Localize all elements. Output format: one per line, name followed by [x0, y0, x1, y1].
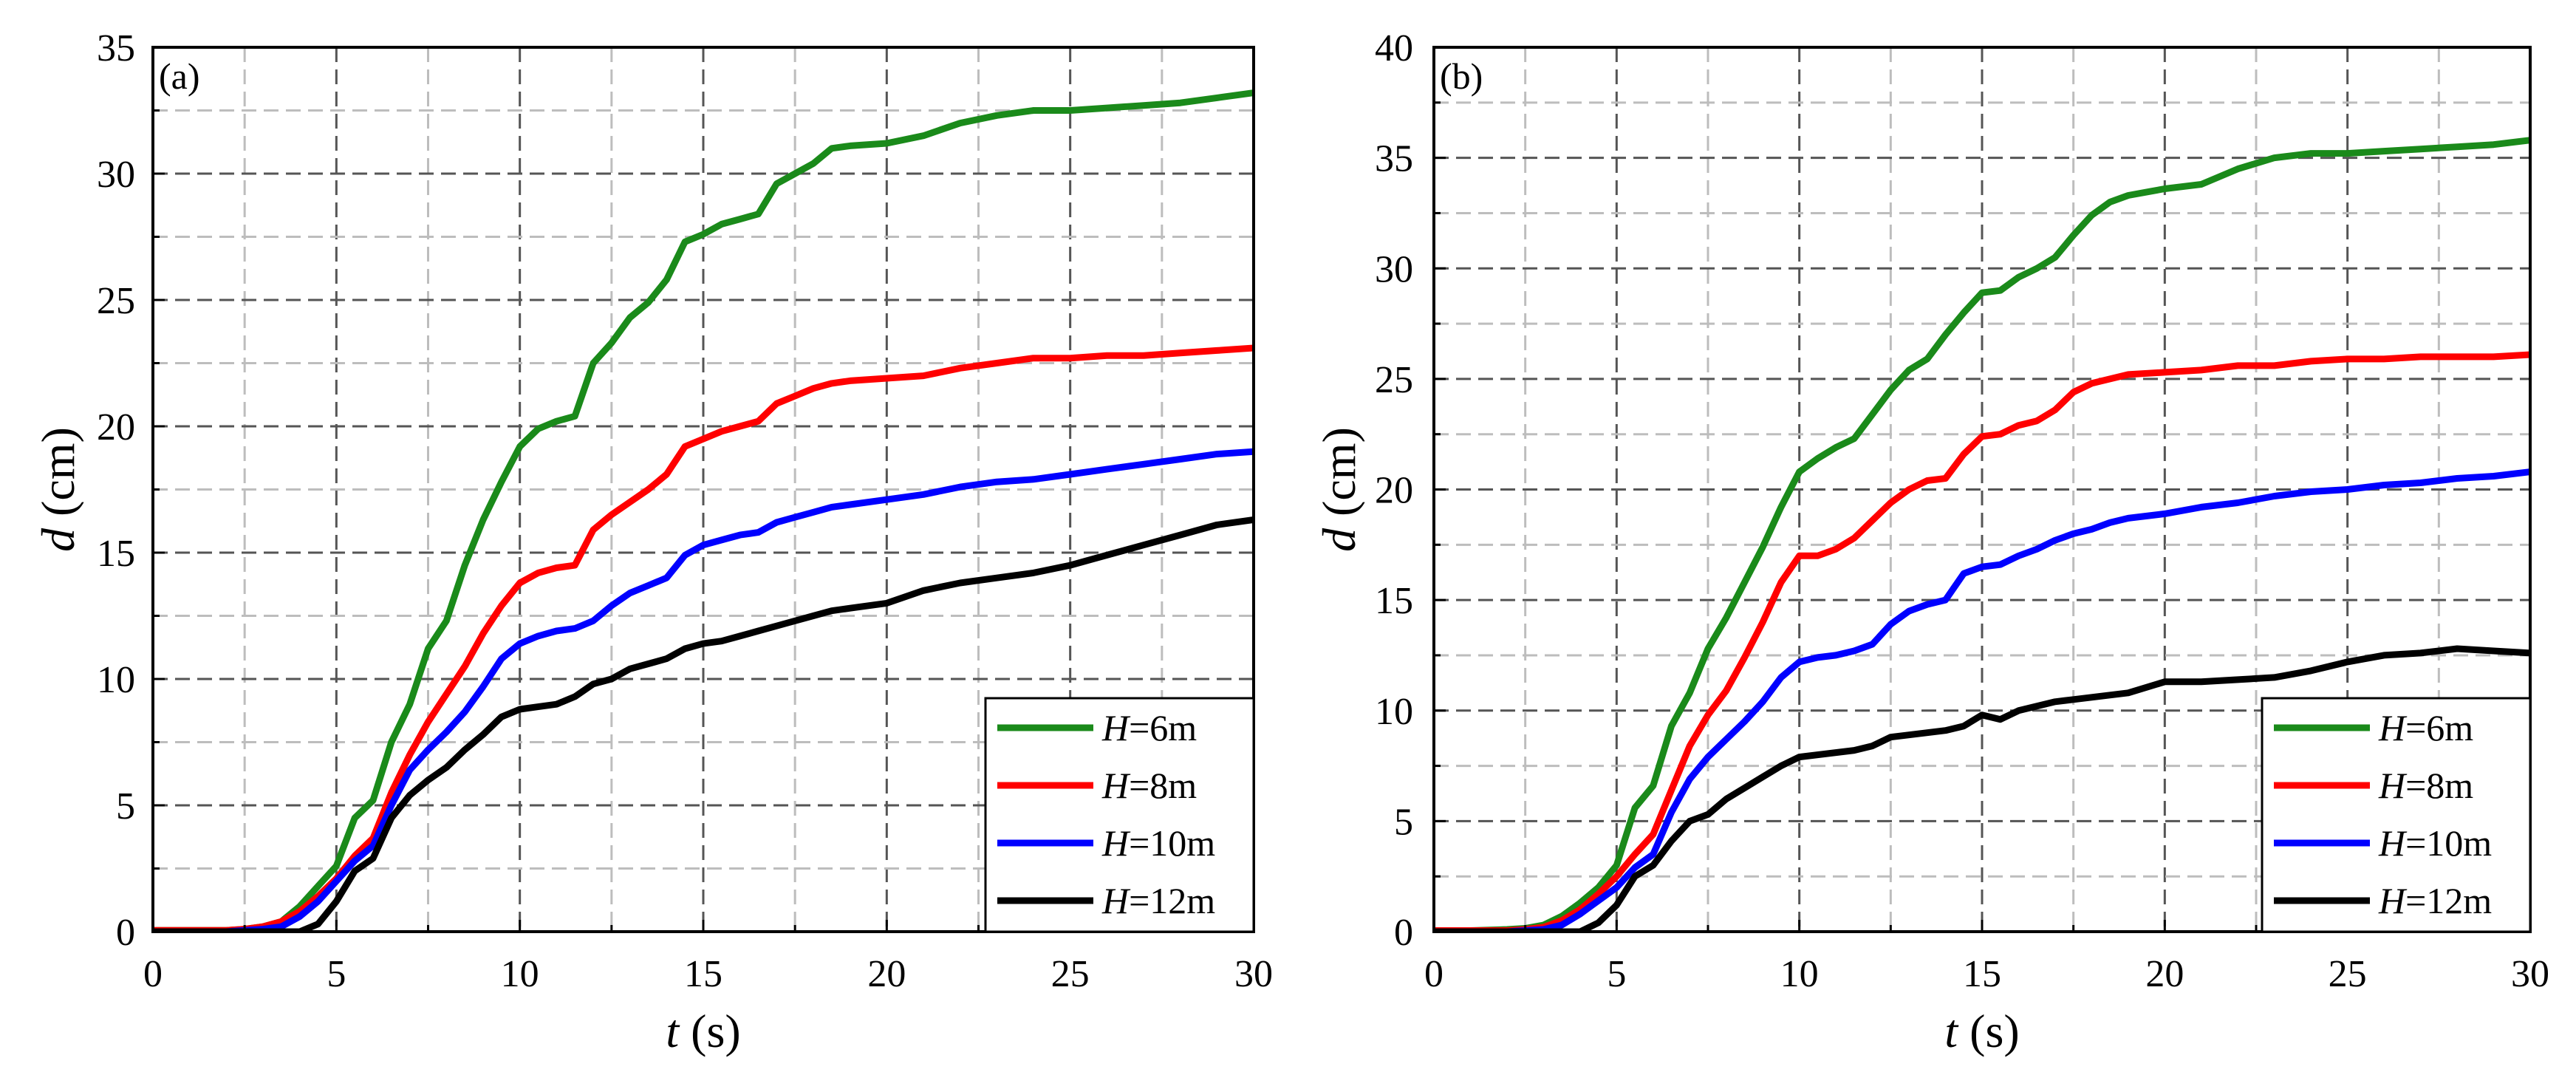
x-tick-label: 5: [1607, 953, 1626, 995]
y-tick-label: 20: [97, 406, 135, 448]
y-tick-label: 10: [1375, 691, 1413, 733]
legend-label: H=8m: [1101, 765, 1197, 806]
legend-label: H=10m: [2378, 822, 2492, 864]
series-line-h10m: [153, 448, 1254, 932]
legend-label: H=10m: [1101, 822, 1215, 864]
y-tick-label: 15: [1375, 580, 1413, 622]
italic-symbol: H: [2378, 765, 2408, 806]
y-tick-label: 35: [1375, 138, 1413, 180]
italic-symbol: d: [32, 528, 84, 552]
italic-symbol: t: [1944, 1005, 1959, 1057]
x-axis-title: t (s): [666, 1005, 740, 1057]
legend-label: H=12m: [1101, 880, 1215, 921]
italic-symbol: t: [666, 1005, 680, 1057]
italic-symbol: H: [1101, 707, 1131, 748]
grid: [1434, 47, 2530, 932]
x-tick-label: 0: [143, 953, 163, 995]
y-axis-title: d (cm): [1313, 427, 1365, 552]
x-tick-label: 30: [2511, 953, 2549, 995]
y-tick-label: 10: [97, 659, 135, 701]
chart-panel-a: 0 5 10 15 20 25 30 0 5 10 15 20 25 30 35 t (s) d (cm) (a)…: [32, 27, 1274, 1057]
label-remainder: =6m: [2405, 707, 2473, 748]
x-tick-label: 20: [2145, 953, 2184, 995]
legend-label: H=6m: [1101, 707, 1197, 748]
legend-label: H=8m: [2378, 765, 2473, 806]
series-line-h8m: [1434, 351, 2530, 932]
label-remainder: =12m: [1129, 880, 1215, 921]
label-remainder: =6m: [1129, 707, 1197, 748]
legend-item: H=12m: [997, 880, 1215, 921]
legend-item: H=6m: [997, 707, 1197, 748]
series-line-h12m: [1434, 645, 2530, 932]
legend-box: [2261, 697, 2532, 933]
x-tick-label: 10: [1780, 953, 1819, 995]
series-group: [153, 89, 1254, 932]
label-remainder: =8m: [1129, 765, 1197, 806]
legend-item: H=8m: [2274, 765, 2473, 806]
legend-item: H=6m: [2274, 707, 2473, 748]
italic-symbol: H: [1101, 765, 1131, 806]
series-line-h6m: [1434, 137, 2530, 932]
label-remainder: =12m: [2405, 880, 2492, 921]
legend-box: [984, 697, 1255, 933]
y-axis-title: d (cm): [32, 427, 84, 552]
italic-symbol: H: [1101, 880, 1131, 921]
x-tick-label: 5: [327, 953, 346, 995]
x-axis-title: t (s): [1944, 1005, 2019, 1057]
y-tick-label: 40: [1375, 27, 1413, 69]
y-tick-label: 0: [116, 912, 135, 954]
x-tick-label: 25: [1051, 953, 1090, 995]
label-remainder: =10m: [1129, 822, 1215, 864]
italic-symbol: H: [1101, 822, 1131, 864]
y-tick-label: 5: [1394, 801, 1413, 843]
italic-symbol: H: [2378, 822, 2408, 864]
y-tick-label: 35: [97, 27, 135, 69]
x-tick-label: 25: [2329, 953, 2367, 995]
x-tick-label: 30: [1234, 953, 1273, 995]
series-group: [1434, 137, 2530, 932]
x-tick-label: 10: [501, 953, 539, 995]
x-tick-label: 20: [867, 953, 906, 995]
label-remainder: (cm): [32, 427, 84, 528]
y-tick-label: 5: [116, 785, 135, 827]
legend-item: H=8m: [997, 765, 1197, 806]
label-remainder: (s): [679, 1005, 741, 1057]
y-tick-label: 20: [1375, 470, 1413, 512]
series-line-h10m: [1434, 468, 2530, 932]
y-tick-label: 15: [97, 533, 135, 575]
axis-ticks: [1432, 46, 2532, 933]
series-line-h6m: [153, 89, 1254, 932]
label-remainder: =8m: [2405, 765, 2473, 806]
label-remainder: (s): [1958, 1005, 2020, 1057]
italic-symbol: d: [1313, 528, 1365, 552]
label-remainder: =10m: [2405, 822, 2492, 864]
italic-symbol: H: [2378, 880, 2408, 921]
legend-item: H=10m: [997, 822, 1215, 864]
legend-label: H=12m: [2378, 880, 2492, 921]
panel-label: (a): [159, 55, 200, 97]
legend-item: H=12m: [2274, 880, 2492, 921]
y-tick-label: 25: [97, 280, 135, 322]
legend-label: H=6m: [2378, 707, 2473, 748]
legend-item: H=10m: [2274, 822, 2492, 864]
x-tick-label: 0: [1424, 953, 1444, 995]
italic-symbol: H: [2378, 707, 2408, 748]
x-tick-label: 15: [684, 953, 722, 995]
label-remainder: (cm): [1313, 427, 1365, 528]
y-tick-label: 30: [1375, 248, 1413, 290]
series-line-h12m: [153, 516, 1254, 932]
y-tick-label: 30: [97, 154, 135, 196]
x-tick-label: 15: [1963, 953, 2001, 995]
y-tick-label: 25: [1375, 359, 1413, 401]
y-tick-label: 0: [1394, 912, 1413, 954]
panel-label: (b): [1440, 55, 1483, 97]
